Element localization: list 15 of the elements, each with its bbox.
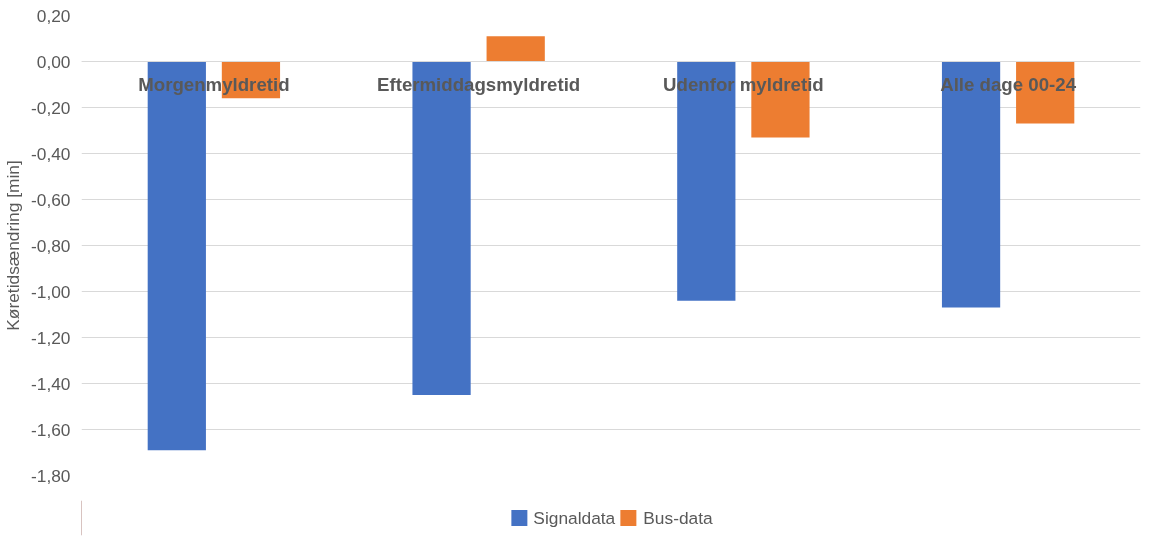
y-tick-label: -1,20	[31, 327, 71, 348]
y-axis-title: Køretidsændring [min]	[3, 160, 23, 331]
y-tick-label: -1,40	[31, 373, 71, 394]
y-tick-label: 0,20	[36, 5, 71, 26]
y-tick-label: -1,00	[31, 281, 71, 302]
y-tick-label: -0,20	[31, 97, 71, 118]
y-tick-label: -0,40	[31, 143, 71, 164]
legend-label: Bus-data	[643, 507, 713, 528]
y-tick-label: -1,80	[31, 465, 71, 486]
y-tick-label: -0,60	[31, 189, 71, 210]
y-tick-label: -1,60	[31, 419, 71, 440]
legend-label: Signaldata	[533, 507, 616, 528]
y-tick-label: 0,00	[36, 51, 71, 72]
y-tick-label: -0,80	[31, 235, 71, 256]
x-tick-label: Morgenmyldretid	[138, 73, 290, 95]
